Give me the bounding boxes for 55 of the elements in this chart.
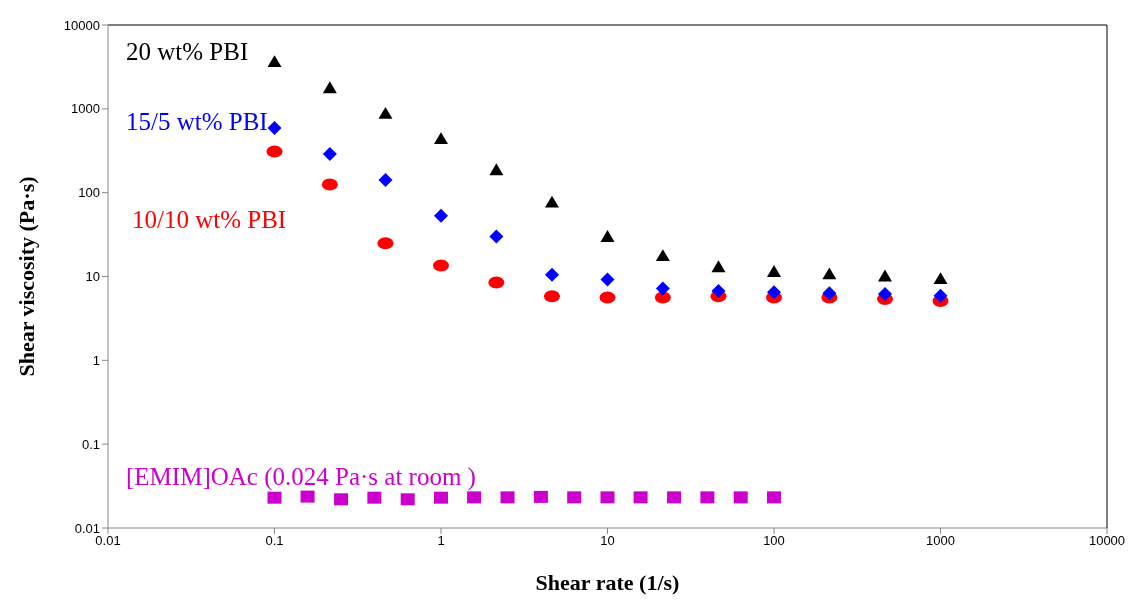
point (488, 276, 505, 289)
point (933, 288, 948, 303)
point (600, 272, 615, 287)
point (434, 208, 448, 223)
point (544, 267, 559, 282)
point (654, 291, 671, 304)
point (544, 195, 559, 208)
point (321, 178, 338, 191)
point (433, 259, 449, 272)
x-tick-label: 1000 (926, 533, 955, 549)
point (489, 163, 504, 176)
point (377, 237, 394, 250)
x-tick-label: 0.1 (265, 533, 284, 549)
point (711, 260, 726, 273)
point (322, 81, 337, 94)
point (711, 284, 726, 299)
point (822, 286, 837, 301)
series-label: 15/5 wt% PBI (126, 108, 268, 136)
point (655, 281, 670, 296)
series-label: [EMIM]OAc (0.024 Pa·s at room ) (126, 463, 476, 491)
point (267, 121, 282, 136)
point (600, 230, 615, 243)
point (378, 106, 393, 119)
point (267, 55, 282, 68)
x-tick-label: 0.01 (95, 533, 121, 549)
x-axis-title: Shear rate (1/s) (535, 570, 680, 595)
point (267, 491, 282, 504)
series-label: 20 wt% PBI (126, 38, 249, 66)
y-tick-label: 0.1 (81, 436, 100, 452)
point (767, 265, 781, 277)
point (266, 145, 283, 158)
point (767, 285, 781, 300)
y-tick-label: 100 (78, 185, 100, 201)
point (434, 132, 448, 145)
point (877, 286, 892, 301)
point (543, 290, 560, 303)
y-tick-label: 1 (92, 352, 100, 368)
point (933, 272, 948, 285)
x-tick-label: 10 (600, 533, 615, 549)
point (822, 267, 837, 280)
y-tick-label: 10 (85, 269, 100, 285)
point (655, 249, 670, 262)
point (378, 172, 393, 187)
x-tick-label: 100 (763, 533, 785, 549)
y-tick-label: 0.01 (74, 520, 100, 536)
x-tick-label: 1 (437, 533, 445, 549)
x-tick-label: 10000 (1088, 533, 1126, 549)
point (322, 146, 337, 161)
point (599, 291, 616, 304)
point (489, 229, 504, 244)
point (877, 269, 892, 282)
y-axis-title: Shear viscosity (Pa·s) (13, 176, 39, 377)
y-tick-label: 1000 (71, 101, 100, 117)
series-label: 10/10 wt% PBI (132, 206, 287, 234)
y-tick-label: 10000 (63, 17, 100, 33)
